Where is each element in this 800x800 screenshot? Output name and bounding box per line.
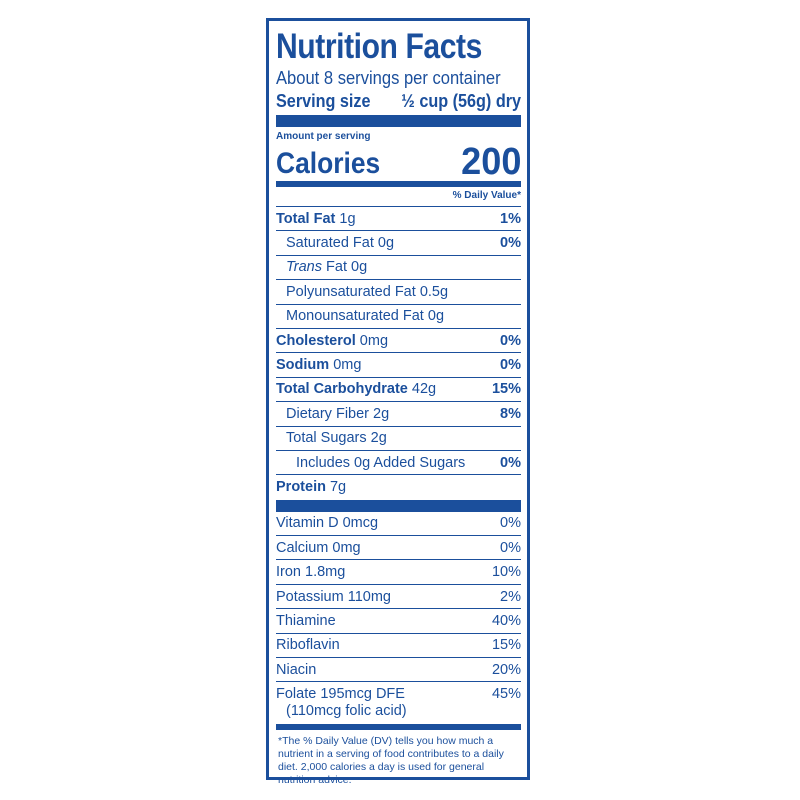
nutrient-amount: 0g	[377, 235, 395, 252]
nutrient-row-protein: Protein 7g	[276, 475, 521, 499]
nutrient-name: Monounsaturated Fat	[286, 308, 424, 325]
nutrient-amount: 0g	[427, 308, 445, 325]
divider-thick	[276, 499, 521, 512]
calories-label: Calories	[276, 147, 381, 180]
nutrient-row-added-sugars: Includes 0g Added Sugars 0%	[276, 451, 521, 476]
nutrient-amount: 42g	[411, 381, 437, 398]
label-title: Nutrition Facts	[276, 27, 482, 66]
serving-size-row: Serving size ½ cup (56g) dry	[276, 89, 521, 113]
vitamin-row: Riboflavin 15%	[276, 634, 521, 659]
nutrient-dv: 8%	[500, 405, 521, 422]
vitamin-dv: 0%	[500, 515, 521, 532]
vitamin-name: Iron 1.8mg	[276, 564, 346, 581]
nutrient-name: Saturated Fat	[286, 235, 374, 252]
nutrient-amount: 0.5g	[419, 283, 449, 300]
nutrient-row-sodium: Sodium 0mg 0%	[276, 353, 521, 378]
divider-medium	[276, 724, 521, 731]
vitamin-row: Vitamin D 0mcg 0%	[276, 512, 521, 537]
vitamin-name: Thiamine	[276, 612, 336, 629]
vitamin-row: Iron 1.8mg 10%	[276, 560, 521, 585]
nutrient-name: Protein	[276, 479, 326, 496]
nutrient-row-saturated-fat: Saturated Fat 0g 0%	[276, 231, 521, 256]
folate-row: Folate 195mcg DFE (110mcg folic acid) 45…	[276, 682, 521, 724]
nutrient-row-monounsaturated-fat: Monounsaturated Fat 0g	[276, 305, 521, 329]
nutrient-name: Total Sugars	[286, 430, 367, 447]
nutrient-dv: 15%	[491, 381, 521, 398]
nutrient-dv: 1%	[500, 210, 521, 227]
vitamin-name: Calcium 0mg	[276, 539, 361, 556]
nutrient-row-total-sugars: Total Sugars 2g	[276, 427, 521, 451]
vitamin-dv: 2%	[500, 588, 521, 605]
amount-per-serving: Amount per serving	[276, 131, 371, 142]
nutrient-row-dietary-fiber: Dietary Fiber 2g 8%	[276, 402, 521, 427]
vitamin-dv: 10%	[491, 564, 521, 581]
nutrient-row-trans-fat: Trans Fat 0g	[276, 256, 521, 281]
vitamin-name: Niacin	[276, 661, 317, 678]
nutrient-row-polyunsaturated-fat: Polyunsaturated Fat 0.5g	[276, 280, 521, 305]
nutrient-name: Polyunsaturated Fat	[286, 283, 416, 300]
nutrient-row-cholesterol: Cholesterol 0mg 0%	[276, 329, 521, 354]
vitamin-name: Riboflavin	[276, 637, 340, 654]
nutrient-amount: 1g	[339, 210, 356, 227]
nutrient-amount: Fat 0g	[326, 259, 368, 276]
nutrient-dv: 0%	[500, 235, 521, 252]
vitamin-name: Potassium 110mg	[276, 588, 391, 605]
nutrient-amount: 2g	[370, 430, 387, 447]
nutrient-name: Total Carbohydrate	[276, 381, 408, 398]
nutrition-facts-panel: Nutrition Facts About 8 servings per con…	[266, 18, 530, 786]
nutrient-amount: 7g	[329, 479, 347, 496]
vitamin-row: Calcium 0mg 0%	[276, 536, 521, 561]
folate-name: Folate 195mcg DFE	[276, 686, 405, 703]
nutrient-name: Cholesterol	[276, 332, 356, 349]
vitamin-dv: 20%	[491, 661, 521, 678]
serving-size-label: Serving size	[276, 91, 371, 111]
nutrient-row-total-fat: Total Fat 1g 1%	[276, 207, 521, 232]
nutrient-dv: 0%	[500, 454, 521, 471]
nutrient-amount: 0mg	[333, 357, 362, 374]
serving-size-value: ½ cup (56g) dry	[401, 91, 521, 111]
folate-dv: 45%	[491, 686, 521, 703]
nutrient-dv: 0%	[500, 332, 521, 349]
calories-value: 200	[460, 141, 521, 183]
nutrient-name: Sodium	[276, 357, 330, 374]
nutrient-name: Includes 0g Added Sugars	[296, 454, 466, 471]
nutrient-name: Trans	[286, 259, 322, 276]
vitamin-row: Potassium 110mg 2%	[276, 585, 521, 610]
vitamin-name: Vitamin D 0mcg	[276, 515, 379, 532]
divider-medium	[276, 181, 521, 187]
vitamin-dv: 40%	[491, 612, 521, 629]
vitamin-dv: 0%	[500, 539, 521, 556]
nutrient-name: Dietary Fiber	[286, 405, 369, 422]
divider-thick	[276, 115, 521, 127]
nutrient-row-total-carbohydrate: Total Carbohydrate 42g 15%	[276, 378, 521, 403]
servings-per-container: About 8 servings per container	[276, 68, 501, 88]
daily-value-header: % Daily Value*	[276, 187, 521, 207]
calories-row: Calories 200	[276, 143, 521, 181]
folic-acid-amount: (110mcg folic acid)	[286, 703, 407, 720]
nutrient-dv: 0%	[500, 357, 521, 374]
daily-value-footnote: *The % Daily Value (DV) tells you how mu…	[278, 735, 504, 787]
vitamin-row: Thiamine 40%	[276, 609, 521, 634]
nutrient-name: Total Fat	[276, 210, 336, 227]
vitamin-row: Niacin 20%	[276, 658, 521, 683]
vitamin-dv: 15%	[491, 637, 521, 654]
nutrient-amount: 0mg	[359, 332, 389, 349]
nutrient-amount: 2g	[373, 405, 390, 422]
